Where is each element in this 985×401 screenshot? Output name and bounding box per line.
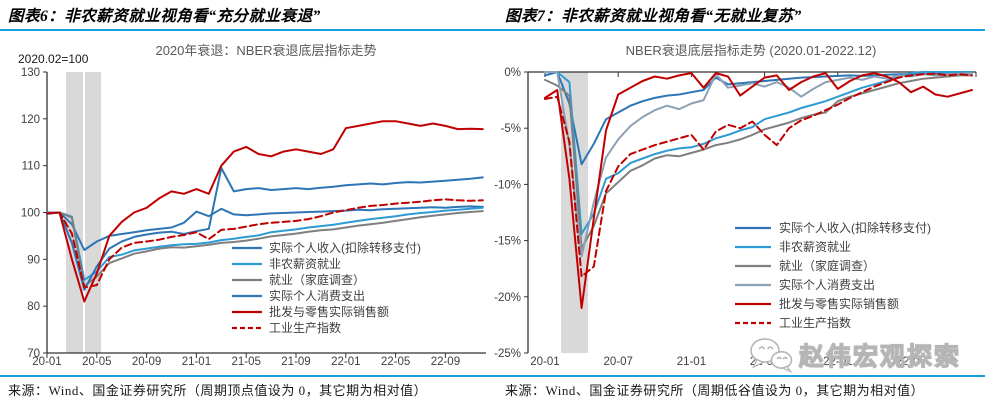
wechat-icon [750,338,793,374]
x-tick-label: 22-05 [381,356,410,368]
y-tick-label: 80 [27,301,40,313]
y-tick-label: -15% [494,236,521,248]
x-tick-label: 21-01 [182,356,211,368]
figure7-source: 来源：Wind、国金证券研究所（周期低谷值设为 0，其它期为相对值） [505,383,925,398]
watermark-text: 赵伟宏观探索 [798,342,962,371]
y-tick-label: -5% [501,123,521,135]
y-tick-label: 100 [21,208,40,220]
legend-label-3: 实际个人消费支出 [269,288,365,303]
series-line-1 [46,206,484,281]
series-line-3 [544,71,973,258]
legend-label-1: 非农薪资就业 [779,240,851,254]
chart-title: 2020年衰退：NBER衰退底层指标走势 [155,43,376,58]
x-tick-label: 21-05 [231,356,260,368]
series-line-0 [46,205,484,251]
figure6-heading: 图表6：非农薪资就业视角看“充分就业衰退” [8,8,321,25]
series-line-3 [46,167,484,291]
series-line-2 [46,210,484,287]
x-tick-label: 22-07 [896,356,925,368]
series-line-4 [544,72,973,309]
chart-title: NBER衰退底层指标走势 (2020.01-2022.12) [626,43,877,58]
x-tick-label: 20-07 [603,356,632,368]
x-tick-label: 20-01 [32,356,61,368]
x-tick-label: 21-01 [677,356,706,368]
axis-note: 2020.02=100 [18,52,89,66]
x-tick-label: 22-01 [823,356,852,368]
x-tick-label: 21-09 [281,356,310,368]
figure6-source: 来源：Wind、国金证券研究所（周期顶点值设为 0，其它期为相对值） [8,383,428,398]
legend-label-2: 就业（家庭调查） [779,258,875,273]
header-divider-line [0,29,985,31]
x-tick-label: 22-01 [331,356,360,368]
figure7-heading: 图表7：非农薪资就业视角看“无就业复苏” [505,8,802,25]
footer-divider-line [0,375,985,377]
legend-label-5: 工业生产指数 [269,320,341,335]
watermark: 赵伟宏观探索 [748,336,961,374]
legend-label-0: 实际个人收入(扣除转移支付) [779,220,931,235]
y-tick-label: -20% [494,292,521,304]
legend-label-4: 批发与零售实际销售额 [779,296,899,311]
series-line-5 [544,72,973,278]
x-tick-label: 20-09 [132,356,161,368]
y-tick-label: 110 [22,161,40,173]
y-tick-label: 120 [21,114,40,126]
recession-band [85,72,101,353]
chart-full-employment-recession: 70 80 90 100 110 120 130 20-01 20-05 20-09 21-01 21… [18,43,486,368]
series-line-5 [46,198,484,289]
series-line-4 [46,120,484,303]
x-tick-label: 20-05 [82,356,111,368]
chart-jobless-recovery: 0%-5%-10%-15%-20%-25%20-0120-0721-0121-0… [494,43,977,368]
y-tick-label: -25% [494,348,521,360]
y-tick-label: 70 [27,348,40,360]
recession-band [66,72,83,353]
y-tick-label: -10% [494,179,521,191]
y-tick-label: 0% [504,67,521,79]
x-tick-label: 20-01 [530,356,559,368]
legend-label-0: 实际个人收入(扣除转移支付) [269,240,421,255]
y-tick-label: 130 [21,67,40,79]
legend-label-4: 批发与零售实际销售额 [269,304,389,319]
y-tick-label: 90 [27,254,40,266]
legend-label-2: 就业（家庭调查） [269,272,365,287]
x-tick-label: 22-09 [431,356,460,368]
legend-label-1: 非农薪资就业 [269,257,341,271]
legend-label-3: 实际个人消费支出 [779,277,875,292]
legend-label-5: 工业生产指数 [779,315,851,330]
